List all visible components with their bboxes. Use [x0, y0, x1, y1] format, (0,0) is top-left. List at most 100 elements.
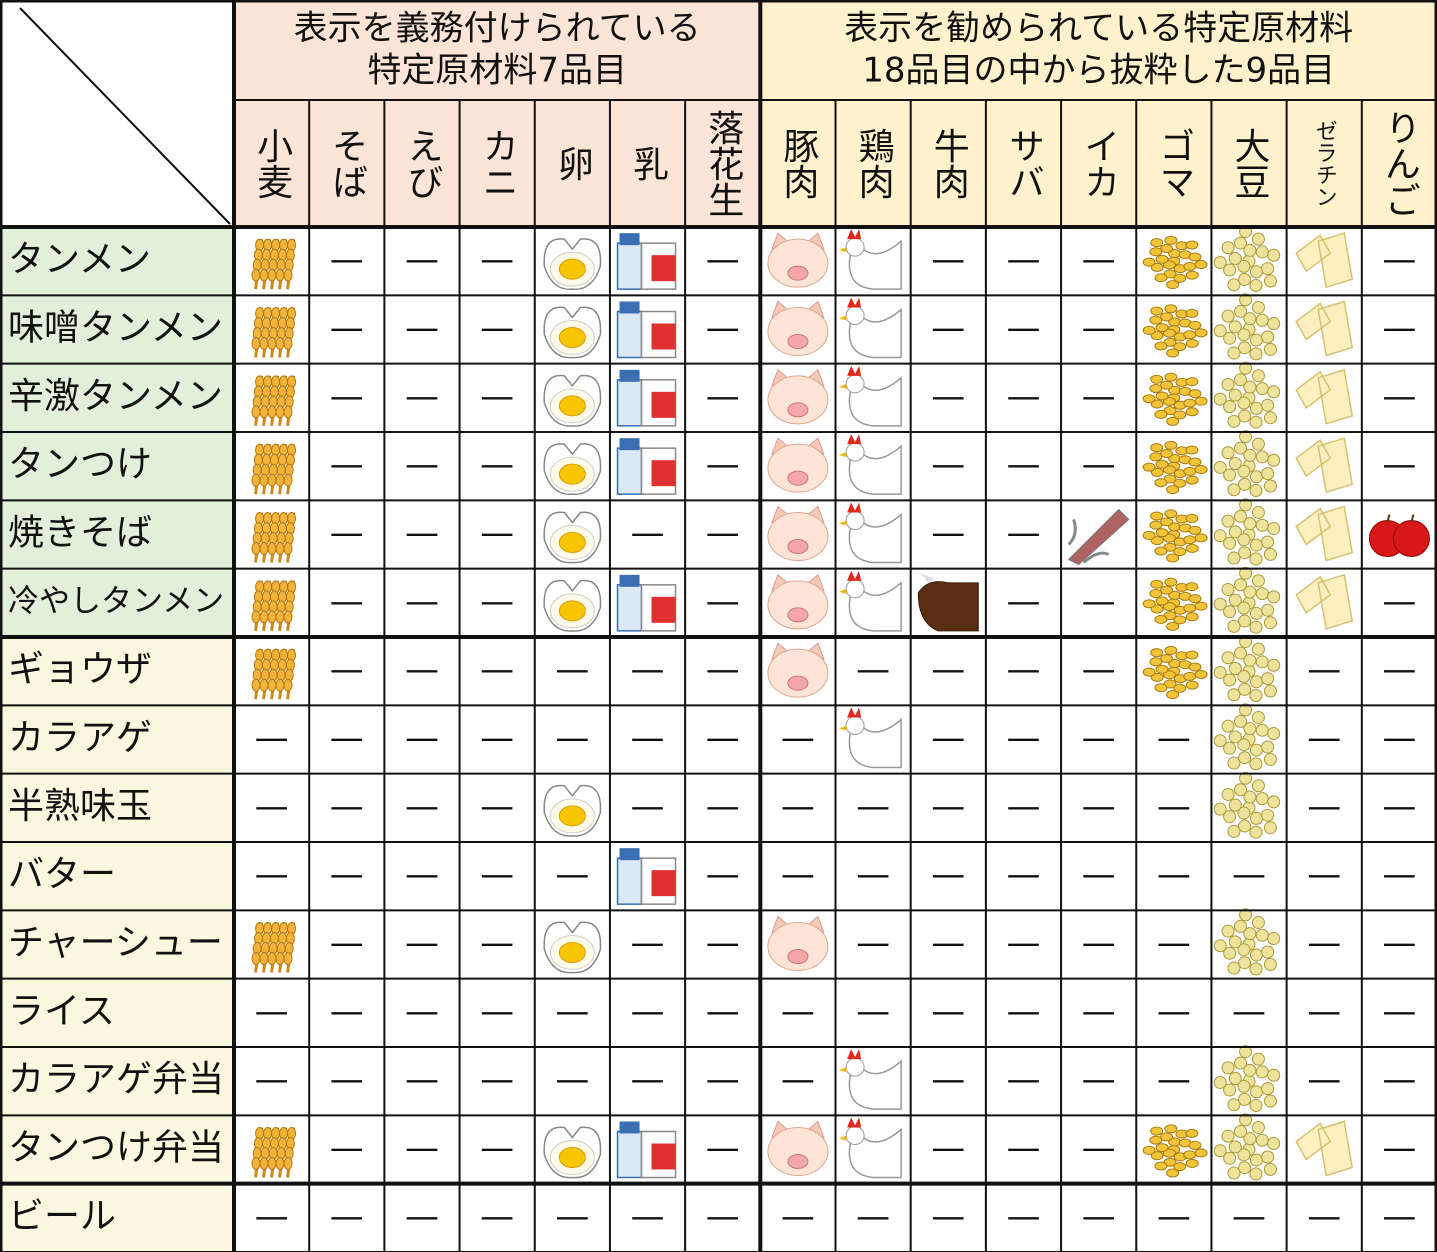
soybean: [1221, 377, 1235, 391]
cell-mark: —: [931, 445, 965, 485]
wheat-grain: [259, 473, 269, 487]
sesame-seed: [1150, 648, 1164, 658]
group-title: 表示を勧められている特定原材料: [844, 9, 1353, 49]
cell-mark: —: [631, 650, 665, 690]
soybean: [1228, 251, 1242, 265]
soybean: [1261, 808, 1275, 822]
soybean: [1255, 450, 1269, 464]
cell-mark: —: [405, 1196, 439, 1236]
soybean: [1243, 722, 1257, 736]
cell-mark: —: [856, 1196, 890, 1236]
cell-mark: —: [1307, 1196, 1341, 1236]
soybean: [1228, 798, 1242, 812]
wheat-grain: [251, 610, 261, 624]
allergen-icon: [1142, 440, 1208, 495]
wheat-grain: [267, 473, 277, 487]
wheat-grain: [251, 268, 261, 282]
soybean: [1238, 682, 1252, 696]
soybean: [1249, 1153, 1263, 1167]
sesame-seed: [1142, 394, 1156, 404]
wheat-grain: [283, 337, 293, 350]
soybean: [1221, 446, 1235, 460]
sesame-seed: [1185, 513, 1199, 523]
cell-mark: —: [706, 923, 740, 963]
sesame-seed: [1160, 448, 1174, 458]
soybean: [1239, 908, 1253, 922]
allergen-icon: [616, 233, 677, 290]
soybean: [1243, 1132, 1257, 1146]
cell-mark: —: [480, 718, 514, 758]
soybean: [1238, 341, 1252, 355]
soybean: [1239, 566, 1253, 580]
cell-mark: —: [1157, 1060, 1191, 1100]
chicken-beak: [839, 725, 847, 731]
sesame-seed: [1173, 342, 1187, 352]
sesame-seed: [1185, 475, 1199, 485]
sesame-seed: [1150, 467, 1164, 477]
wheat-grain: [267, 1157, 277, 1170]
soybean: [1261, 603, 1275, 617]
allergen-icon: [767, 232, 829, 288]
wheat-grain: [267, 268, 277, 282]
soybean: [1223, 263, 1237, 277]
allergen-icon: [1067, 508, 1130, 566]
cell-mark: —: [931, 923, 965, 963]
cell-mark: —: [255, 786, 289, 826]
allergen-icon: [251, 307, 297, 358]
sesame-seed: [1160, 243, 1174, 253]
soybean: [1267, 453, 1281, 467]
allergen-icon: [251, 375, 297, 427]
milk-bottle: [616, 379, 643, 427]
sesame-seed: [1154, 614, 1168, 624]
row-label-bg: [0, 363, 234, 432]
soybean: [1255, 792, 1269, 806]
allergen-icon: [1213, 293, 1281, 361]
sesame-seed: [1150, 672, 1164, 682]
soybean: [1227, 1098, 1241, 1112]
soybean: [1263, 342, 1277, 356]
sesame-seed: [1185, 407, 1199, 417]
row-label-bg: [0, 295, 234, 364]
wheat-grain: [275, 542, 285, 555]
cell-mark: —: [1382, 1060, 1416, 1100]
soybean: [1251, 710, 1265, 724]
cell-mark: —: [1382, 1196, 1416, 1236]
allergen-icon: [1213, 1045, 1281, 1113]
soybean: [1249, 347, 1263, 361]
wheat-grain: [275, 678, 285, 692]
cell-mark: —: [480, 581, 514, 621]
sesame-seed: [1173, 615, 1187, 625]
chicken-head: [845, 579, 865, 599]
cell-mark: —: [1006, 1196, 1040, 1236]
row-label-bg: [0, 1115, 234, 1184]
cell-mark: —: [1082, 1060, 1116, 1100]
allergen-icon: [1213, 361, 1281, 429]
wheat-grain: [259, 678, 269, 692]
cell-mark: —: [1382, 718, 1416, 758]
cell-mark: —: [931, 376, 965, 416]
soybean: [1237, 259, 1251, 273]
cell-mark: —: [1157, 923, 1191, 963]
soybean: [1237, 806, 1251, 820]
cell-mark: —: [856, 991, 890, 1031]
sesame-seed: [1164, 235, 1178, 245]
soybean: [1223, 331, 1237, 345]
soybean: [1249, 606, 1263, 620]
soybean: [1249, 1099, 1263, 1113]
allergen-icon: [543, 784, 602, 837]
soybean: [1267, 795, 1281, 809]
gelatin-sheet: [1295, 437, 1354, 494]
cow-body: [917, 581, 979, 632]
row-label: タンつけ: [8, 444, 152, 485]
chicken-head: [845, 442, 865, 462]
sesame-seed: [1194, 533, 1208, 543]
sesame-seed: [1185, 612, 1199, 622]
sesame-seed: [1150, 443, 1164, 453]
sesame-seed: [1164, 509, 1178, 519]
cell-mark: —: [631, 923, 665, 963]
allergen-icon: [1295, 300, 1354, 357]
cell-mark: —: [631, 513, 665, 553]
soybean: [1223, 400, 1237, 414]
sesame-seed: [1166, 280, 1180, 290]
cell-mark: —: [480, 650, 514, 690]
